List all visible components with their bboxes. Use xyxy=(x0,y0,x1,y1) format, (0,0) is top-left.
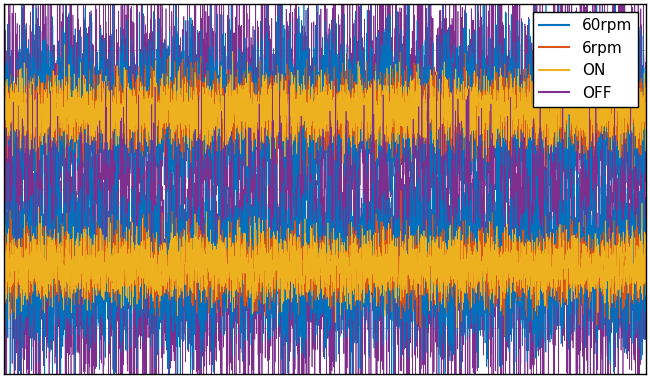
60rpm xyxy=(479,81,487,85)
OFF xyxy=(117,48,125,52)
OFF xyxy=(246,102,254,107)
6rpm xyxy=(528,96,536,101)
Legend: 60rpm, 6rpm, ON, OFF: 60rpm, 6rpm, ON, OFF xyxy=(533,12,638,107)
6rpm xyxy=(642,114,649,119)
ON xyxy=(642,86,649,90)
ON xyxy=(117,106,125,110)
60rpm xyxy=(117,106,125,111)
Line: 6rpm: 6rpm xyxy=(4,36,645,179)
ON xyxy=(479,118,487,122)
OFF xyxy=(528,40,536,45)
6rpm xyxy=(117,133,125,138)
6rpm xyxy=(598,34,606,39)
60rpm xyxy=(417,166,425,171)
60rpm xyxy=(385,123,393,127)
60rpm xyxy=(246,88,254,93)
OFF xyxy=(479,90,487,95)
OFF xyxy=(385,92,393,97)
6rpm xyxy=(0,109,8,114)
6rpm xyxy=(479,87,487,92)
60rpm xyxy=(0,97,8,101)
OFF xyxy=(0,104,8,108)
Line: OFF: OFF xyxy=(4,0,645,342)
60rpm xyxy=(122,257,130,262)
ON xyxy=(60,42,68,47)
OFF xyxy=(200,340,208,345)
ON xyxy=(369,165,377,169)
OFF xyxy=(642,202,649,206)
ON xyxy=(528,121,536,125)
60rpm xyxy=(528,87,536,91)
ON xyxy=(418,95,426,100)
OFF xyxy=(418,66,426,70)
6rpm xyxy=(385,140,393,145)
6rpm xyxy=(246,120,254,125)
60rpm xyxy=(642,146,649,150)
ON xyxy=(385,139,393,143)
Line: ON: ON xyxy=(4,45,645,167)
ON xyxy=(246,122,254,127)
Line: 60rpm: 60rpm xyxy=(4,0,645,260)
6rpm xyxy=(297,177,305,181)
ON xyxy=(0,79,8,83)
6rpm xyxy=(417,118,425,122)
